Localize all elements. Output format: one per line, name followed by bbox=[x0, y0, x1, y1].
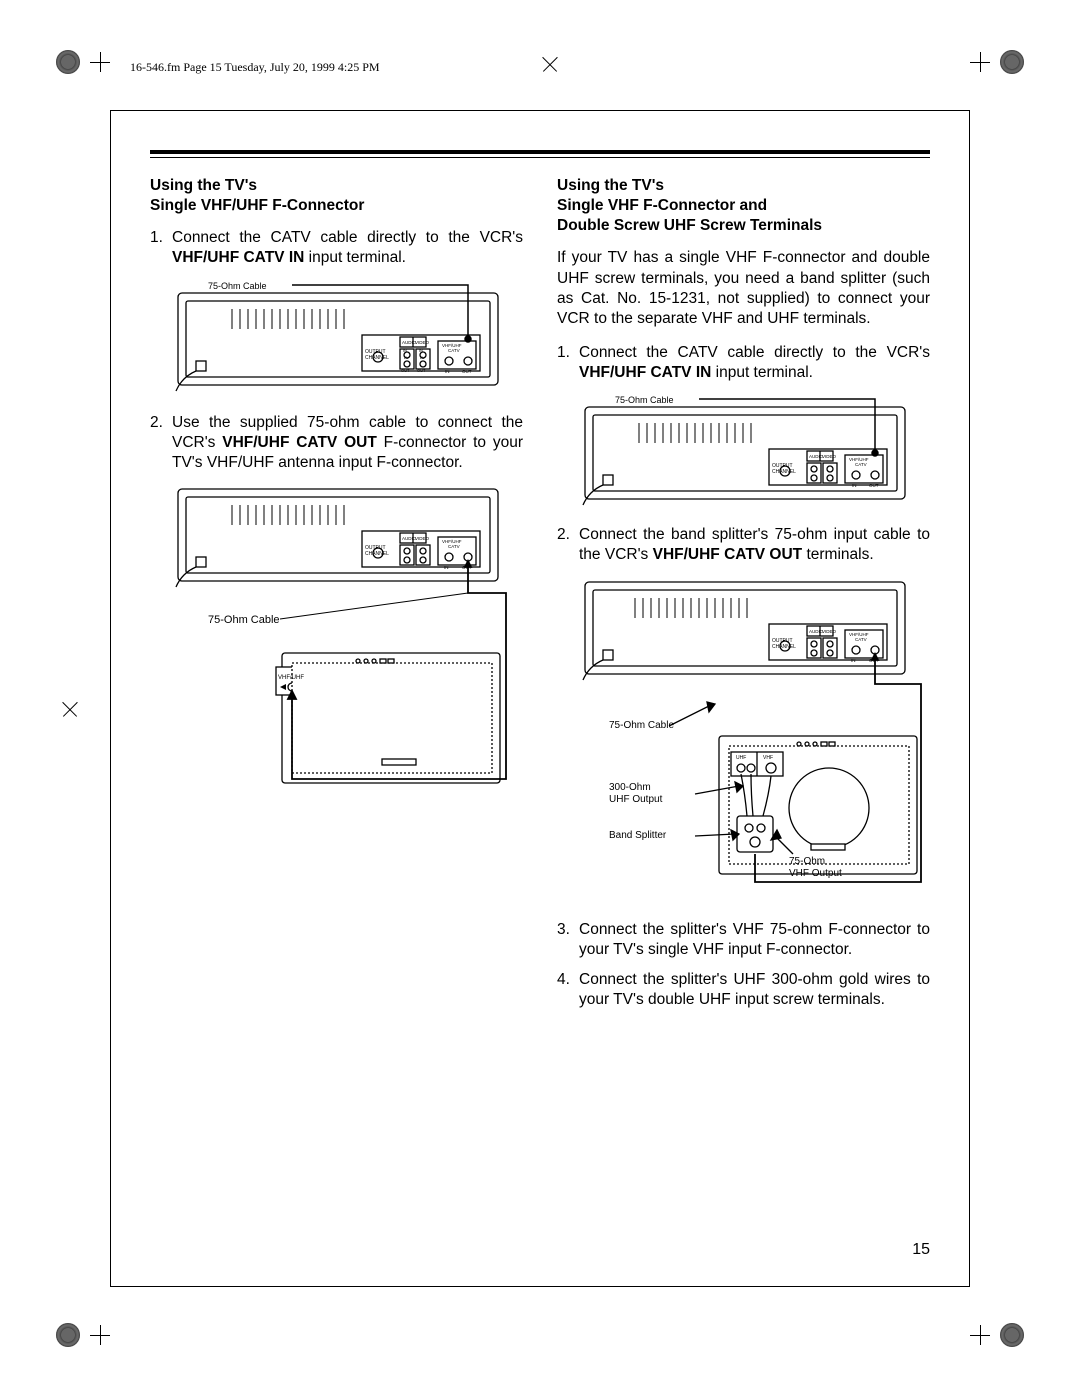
crop-mark-icon bbox=[1000, 1323, 1024, 1347]
svg-text:CHANNEL: CHANNEL bbox=[365, 551, 389, 557]
title-line: Double Screw UHF Screw Terminals bbox=[557, 217, 822, 234]
svg-text:300-Ohm: 300-Ohm bbox=[609, 782, 651, 793]
crop-mark-icon bbox=[56, 50, 80, 74]
step-text: Connect the CATV cable directly to the V… bbox=[579, 343, 930, 383]
svg-text:IN: IN bbox=[445, 369, 450, 374]
vcr-back-diagram: 75-Ohm Cable OUTPUT CHANNEL AUDIO VIDEO … bbox=[172, 279, 523, 399]
registration-mark-icon bbox=[536, 50, 564, 78]
svg-text:VHF: VHF bbox=[763, 755, 773, 761]
registration-mark-icon bbox=[90, 52, 110, 72]
svg-text:AV: AV bbox=[420, 355, 425, 360]
svg-text:OUT: OUT bbox=[401, 368, 410, 373]
svg-text:AV: AV bbox=[404, 355, 409, 360]
svg-text:CHANNEL: CHANNEL bbox=[772, 644, 796, 650]
svg-text:VIDEO: VIDEO bbox=[822, 629, 837, 634]
title-line: Using the TV's bbox=[150, 177, 257, 194]
svg-text:IN: IN bbox=[419, 348, 423, 353]
registration-mark-icon bbox=[970, 1325, 990, 1345]
svg-text:VIDEO: VIDEO bbox=[822, 454, 837, 459]
section-title: Using the TV's Single VHF F-Connector an… bbox=[557, 176, 930, 236]
svg-text:UHF Output: UHF Output bbox=[609, 794, 663, 805]
svg-text:Band Splitter: Band Splitter bbox=[609, 830, 667, 841]
step-number: 2. bbox=[557, 525, 579, 565]
step-number: 1. bbox=[557, 343, 579, 383]
step-text: Connect the splitter's VHF 75-ohm F-conn… bbox=[579, 920, 930, 960]
page-number: 15 bbox=[912, 1241, 930, 1259]
crop-mark-icon bbox=[56, 1323, 80, 1347]
step-item: 1. Connect the CATV cable directly to th… bbox=[557, 343, 930, 383]
svg-text:IN: IN bbox=[852, 483, 857, 488]
step-number: 3. bbox=[557, 920, 579, 960]
step-item: 4. Connect the splitter's UHF 300-ohm go… bbox=[557, 970, 930, 1010]
step-item: 2. Use the supplied 75-ohm cable to conn… bbox=[150, 413, 523, 473]
crop-mark-icon bbox=[1000, 50, 1024, 74]
label-75ohm: 75-Ohm Cable bbox=[208, 614, 280, 626]
svg-text:OUT: OUT bbox=[869, 658, 879, 663]
step-item: 2. Connect the band splitter's 75-ohm in… bbox=[557, 525, 930, 565]
vcr-to-tv-diagram: 75-Ohm Cable VHF/UHF OUTPUTCHANNEL AUDIO… bbox=[172, 483, 523, 793]
svg-text:OUT: OUT bbox=[462, 565, 472, 570]
svg-text:VHF/UHF: VHF/UHF bbox=[278, 675, 304, 681]
svg-text:CHANNEL: CHANNEL bbox=[365, 355, 389, 361]
vcr-back-diagram: 75-Ohm Cable OUTPUTCHANNEL AUDIOVIDEO VH… bbox=[579, 393, 930, 511]
svg-text:IN: IN bbox=[851, 658, 856, 663]
title-line: Single VHF/UHF F-Connector bbox=[150, 197, 364, 214]
svg-text:OUT: OUT bbox=[417, 368, 426, 373]
label-75ohm: 75-Ohm Cable bbox=[615, 395, 674, 405]
step-number: 4. bbox=[557, 970, 579, 1010]
svg-text:UHF: UHF bbox=[736, 755, 746, 761]
svg-text:OUT: OUT bbox=[462, 369, 472, 374]
step-number: 2. bbox=[150, 413, 172, 473]
section-title: Using the TV's Single VHF/UHF F-Connecto… bbox=[150, 176, 523, 216]
svg-text:CHANNEL: CHANNEL bbox=[772, 469, 796, 475]
horizontal-rule bbox=[150, 150, 930, 158]
left-column: Using the TV's Single VHF/UHF F-Connecto… bbox=[150, 176, 523, 1020]
step-text: Use the supplied 75-ohm cable to connect… bbox=[172, 413, 523, 473]
svg-text:VIDEO: VIDEO bbox=[415, 536, 430, 541]
step-text: Connect the band splitter's 75-ohm input… bbox=[579, 525, 930, 565]
svg-text:CATV: CATV bbox=[448, 544, 460, 549]
svg-text:75-Ohm Cable: 75-Ohm Cable bbox=[609, 720, 674, 731]
svg-text:IN: IN bbox=[444, 565, 449, 570]
title-line: Using the TV's bbox=[557, 177, 664, 194]
step-number: 1. bbox=[150, 228, 172, 268]
page-header-meta: 16-546.fm Page 15 Tuesday, July 20, 1999… bbox=[130, 60, 380, 75]
vcr-splitter-tv-diagram: 75-Ohm Cable 300-Ohm UHF Output Band Spl… bbox=[579, 576, 930, 906]
svg-text:CATV: CATV bbox=[448, 348, 460, 353]
step-text: Connect the CATV cable directly to the V… bbox=[172, 228, 523, 268]
label-75ohm: 75-Ohm Cable bbox=[208, 281, 267, 291]
svg-text:OUT: OUT bbox=[869, 483, 879, 488]
intro-paragraph: If your TV has a single VHF F-connector … bbox=[557, 248, 930, 329]
svg-text:75-Ohm: 75-Ohm bbox=[789, 856, 825, 867]
title-line: Single VHF F-Connector and bbox=[557, 197, 767, 214]
page-content: Using the TV's Single VHF/UHF F-Connecto… bbox=[150, 150, 930, 1257]
registration-mark-icon bbox=[56, 694, 84, 722]
svg-text:VHF Output: VHF Output bbox=[789, 868, 842, 879]
svg-text:CATV: CATV bbox=[855, 637, 867, 642]
registration-mark-icon bbox=[970, 52, 990, 72]
step-item: 1. Connect the CATV cable directly to th… bbox=[150, 228, 523, 268]
step-text: Connect the splitter's UHF 300-ohm gold … bbox=[579, 970, 930, 1010]
right-column: Using the TV's Single VHF F-Connector an… bbox=[557, 176, 930, 1020]
svg-text:CATV: CATV bbox=[855, 462, 867, 467]
svg-text:VIDEO: VIDEO bbox=[415, 340, 430, 345]
step-item: 3. Connect the splitter's VHF 75-ohm F-c… bbox=[557, 920, 930, 960]
registration-mark-icon bbox=[90, 1325, 110, 1345]
svg-text:IN: IN bbox=[403, 348, 407, 353]
